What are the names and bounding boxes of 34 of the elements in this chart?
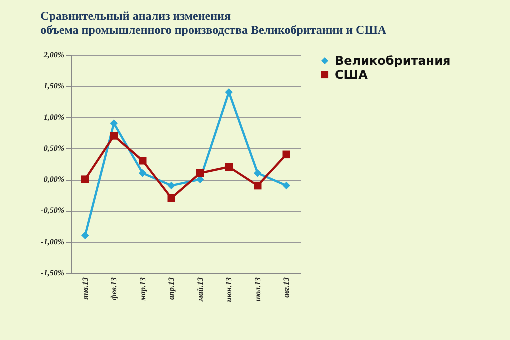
x-tick-label: фев.13 [110,278,119,300]
y-tick-label: 2,00% [42,50,65,60]
x-tick-label: авг.13 [282,278,292,298]
x-tick-label: мар.13 [138,278,148,302]
x-tick-label: апр.13 [167,278,176,300]
point [110,120,118,128]
y-tick-label: -0,50% [41,206,65,216]
point [139,169,147,178]
y-tick-label: 1,50% [44,82,65,91]
y-tick-label: 0,00% [44,175,65,184]
point [82,232,90,240]
y-tick-label: 0,50% [44,144,65,153]
point [196,169,204,178]
point [110,132,118,140]
x-tick-label: май.13 [196,278,205,302]
x-tick-label: июл.13 [253,278,262,302]
point [282,182,290,190]
legend-label: Великобритания [335,54,451,68]
point [139,157,147,165]
y-tick-label: 1,00% [44,112,65,122]
x-tick-label: янв.13 [80,278,90,301]
point [225,163,233,171]
y-tick-label: -1,50% [41,268,65,278]
x-tick-label: июн.13 [224,278,234,302]
point [225,88,233,96]
chart-title: Сравнительный анализ изменения объема промышленного производства Великобритании и США [40,9,387,37]
point [282,150,290,159]
point [254,169,262,178]
point [168,182,176,190]
point [168,194,176,202]
point [82,176,90,184]
legend-label: США [335,68,369,82]
point [254,182,262,190]
y-tick-label: -1,00% [41,237,65,246]
